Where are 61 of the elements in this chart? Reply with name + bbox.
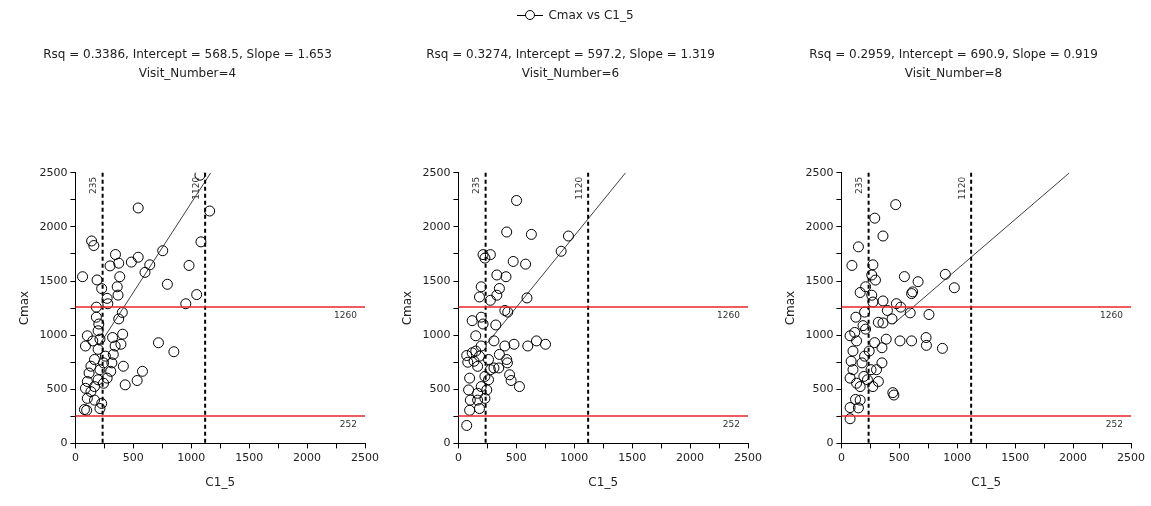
y-axis-title: Cmax [783,290,798,326]
chart-subtitle: Visit_Number=8 [904,65,1003,80]
y-tick-label: 0 [60,436,68,450]
x-tick-label: 2000 [1059,450,1088,464]
y-tick-label: 500 [812,382,834,396]
chart-subtitle: Visit_Number=6 [521,65,620,80]
y-tick-label: 1000 [805,328,834,342]
y-tick-label: 2500 [422,165,451,179]
chart-title: Rsq = 0.3274, Intercept = 597.2, Slope = 1.319 [426,47,715,62]
y-tick-label: 1500 [422,273,451,287]
x-tick-label: 1000 [560,450,589,464]
x-tick-label: 500 [888,450,910,464]
ref-line-label: 252 [1105,418,1123,429]
x-tick-label: 1500 [618,450,647,464]
y-tick-label: 500 [46,382,68,396]
x-tick-label: 1500 [235,450,264,464]
x-tick-label: 2500 [734,450,762,464]
x-tick-label: 0 [71,450,79,464]
x-axis-title: C1_5 [588,474,619,489]
x-tick-label: 0 [454,450,462,464]
x-tick-label: 500 [505,450,527,464]
x-tick-label: 2000 [293,450,322,464]
ref-line-label: 1120 [956,176,967,200]
ref-line-label: 1260 [717,309,741,320]
x-tick-label: 2500 [351,450,379,464]
ref-line-label: 252 [722,418,740,429]
y-tick-label: 1000 [422,328,451,342]
ref-line-label: 1260 [1100,309,1124,320]
chart-title: Rsq = 0.2959, Intercept = 690.9, Slope = 0.919 [809,47,1098,62]
y-tick-label: 2000 [805,219,834,233]
x-tick-label: 2000 [676,450,705,464]
legend-label: Cmax vs C1_5 [548,8,634,22]
x-tick-label: 1000 [177,450,206,464]
ref-line-label: 252 [339,418,357,429]
y-tick-label: 1500 [39,273,68,287]
ref-line-label: 235 [471,176,482,194]
chart-subtitle: Visit_Number=4 [138,65,237,80]
chart-title: Rsq = 0.3386, Intercept = 568.5, Slope = 1.653 [43,47,332,62]
y-tick-label: 0 [826,436,834,450]
x-axis-title: C1_5 [205,474,236,489]
y-tick-label: 500 [429,382,451,396]
y-tick-label: 2000 [422,219,451,233]
x-tick-label: 1000 [943,450,972,464]
x-tick-label: 0 [837,450,845,464]
y-tick-label: 1500 [805,273,834,287]
ref-line-label: 235 [854,176,865,194]
x-tick-label: 2500 [1117,450,1145,464]
y-tick-label: 2500 [805,165,834,179]
y-tick-label: 1000 [39,328,68,342]
ref-line-label: 235 [88,176,99,194]
y-axis-title: Cmax [17,290,32,326]
y-tick-label: 2000 [39,219,68,233]
ref-line-label: 1260 [334,309,358,320]
x-tick-label: 1500 [1001,450,1030,464]
x-axis-title: C1_5 [971,474,1002,489]
ref-line-label: 1120 [190,176,201,200]
y-axis-title: Cmax [400,290,415,326]
y-tick-label: 2500 [39,165,68,179]
y-tick-label: 0 [443,436,451,450]
x-tick-label: 500 [122,450,144,464]
ref-line-label: 1120 [573,176,584,200]
